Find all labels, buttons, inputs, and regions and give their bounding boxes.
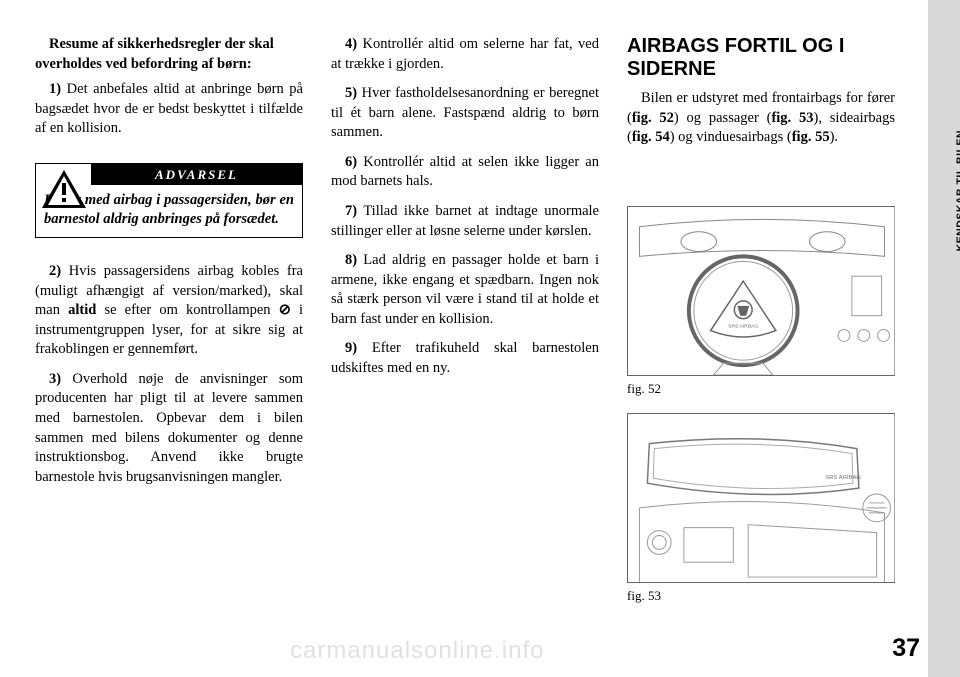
rule-bold: altid <box>68 302 96 318</box>
rule-num: 1) <box>49 81 61 97</box>
rule-4: 4) Kontrollér altid om selerne har fat, … <box>331 35 599 74</box>
page-number: 37 <box>892 634 920 663</box>
rule-num: 8) <box>345 252 357 268</box>
figure-52-caption: fig. 52 <box>627 380 895 398</box>
column-1: Resume af sikkerhedsregler der skal over… <box>35 35 303 611</box>
rule-2: 2) Hvis passagersidens airbag kobles fra… <box>35 262 303 360</box>
fig-ref: fig. 52 <box>632 110 674 126</box>
warning-triangle-icon <box>40 168 88 210</box>
airbag-off-symbol-icon: ⊘ <box>279 302 291 318</box>
column-2: 4) Kontrollér altid om selerne har fat, … <box>331 35 599 611</box>
rule-7: 7) Tillad ikke barnet at indtage unor­ma… <box>331 202 599 241</box>
watermark: carmanualsonline.info <box>290 637 544 665</box>
body-text: ) og vinduesairbags ( <box>670 129 792 145</box>
rule-5: 5) Hver fastholdelsesanordning er be­reg… <box>331 84 599 143</box>
body-text: ). <box>830 129 838 145</box>
warning-box: ADVARSEL I biler med airbag i passa­gers… <box>35 163 303 238</box>
rule-3: 3) Overhold nøje de anvisninger som prod… <box>35 370 303 487</box>
rule-9: 9) Efter trafikuheld skal barnestolen ud… <box>331 339 599 378</box>
warning-header: ADVARSEL <box>91 164 302 186</box>
fig-ref: fig. 54 <box>632 129 670 145</box>
rule-num: 4) <box>345 36 357 52</box>
section-label: KENDSKAB TIL BILEN <box>954 130 960 251</box>
figure-52: SRS AIRBAG <box>627 206 895 376</box>
rule-text: Lad aldrig en passager holde et barn i a… <box>331 252 599 327</box>
svg-text:SRS AIRBAG: SRS AIRBAG <box>728 323 758 329</box>
safety-rules-heading: Resume af sikkerhedsregler der skal over… <box>35 35 303 74</box>
rule-text: se efter om kontrol­lampen <box>96 302 278 318</box>
rule-1: 1) Det anbefales altid at anbringe børn … <box>35 80 303 139</box>
rule-text: Overhold nøje de anvisninger som produce… <box>35 371 303 485</box>
rule-6: 6) Kontrollér altid at selen ikke ligger… <box>331 153 599 192</box>
rule-num: 3) <box>49 371 61 387</box>
rule-text: Kontrollér altid om selerne har fat, ved… <box>331 36 599 72</box>
figure-53: SRS AIRBAG <box>627 413 895 583</box>
passenger-airbag-illustration: SRS AIRBAG <box>628 414 896 582</box>
svg-text:SRS AIRBAG: SRS AIRBAG <box>825 475 861 481</box>
rule-text: Kontrollér altid at selen ikke ligger an… <box>331 154 599 190</box>
document-page: KENDSKAB TIL BILEN 37 Resume af sikkerhe… <box>0 0 960 677</box>
rule-text: Efter trafikuheld skal barnestolen udski… <box>331 340 599 376</box>
fig-ref: fig. 55 <box>792 129 830 145</box>
figure-53-caption: fig. 53 <box>627 587 895 605</box>
fig-ref: fig. 53 <box>771 110 813 126</box>
airbags-intro: Bilen er udstyret med frontairbags for f… <box>627 89 895 148</box>
rule-text: Hver fastholdelsesanordning er be­regnet… <box>331 85 599 140</box>
rule-text: Det anbefales altid at anbringe børn på … <box>35 81 303 136</box>
rule-num: 6) <box>345 154 357 170</box>
rule-num: 2) <box>49 263 61 279</box>
body-text: ) og passager ( <box>674 110 772 126</box>
side-tab-background <box>928 0 960 677</box>
steering-wheel-airbag-illustration: SRS AIRBAG <box>628 207 896 375</box>
rule-text: Tillad ikke barnet at indtage unor­male … <box>331 203 599 239</box>
rule-num: 7) <box>345 203 357 219</box>
rule-num: 5) <box>345 85 357 101</box>
airbags-heading: AIRBAGS FORTIL OG I SIDERNE <box>627 35 895 81</box>
rule-8: 8) Lad aldrig en passager holde et barn … <box>331 251 599 329</box>
column-layout: Resume af sikkerhedsregler der skal over… <box>35 35 960 611</box>
column-3: AIRBAGS FORTIL OG I SIDERNE Bilen er uds… <box>627 35 895 611</box>
rule-num: 9) <box>345 340 357 356</box>
